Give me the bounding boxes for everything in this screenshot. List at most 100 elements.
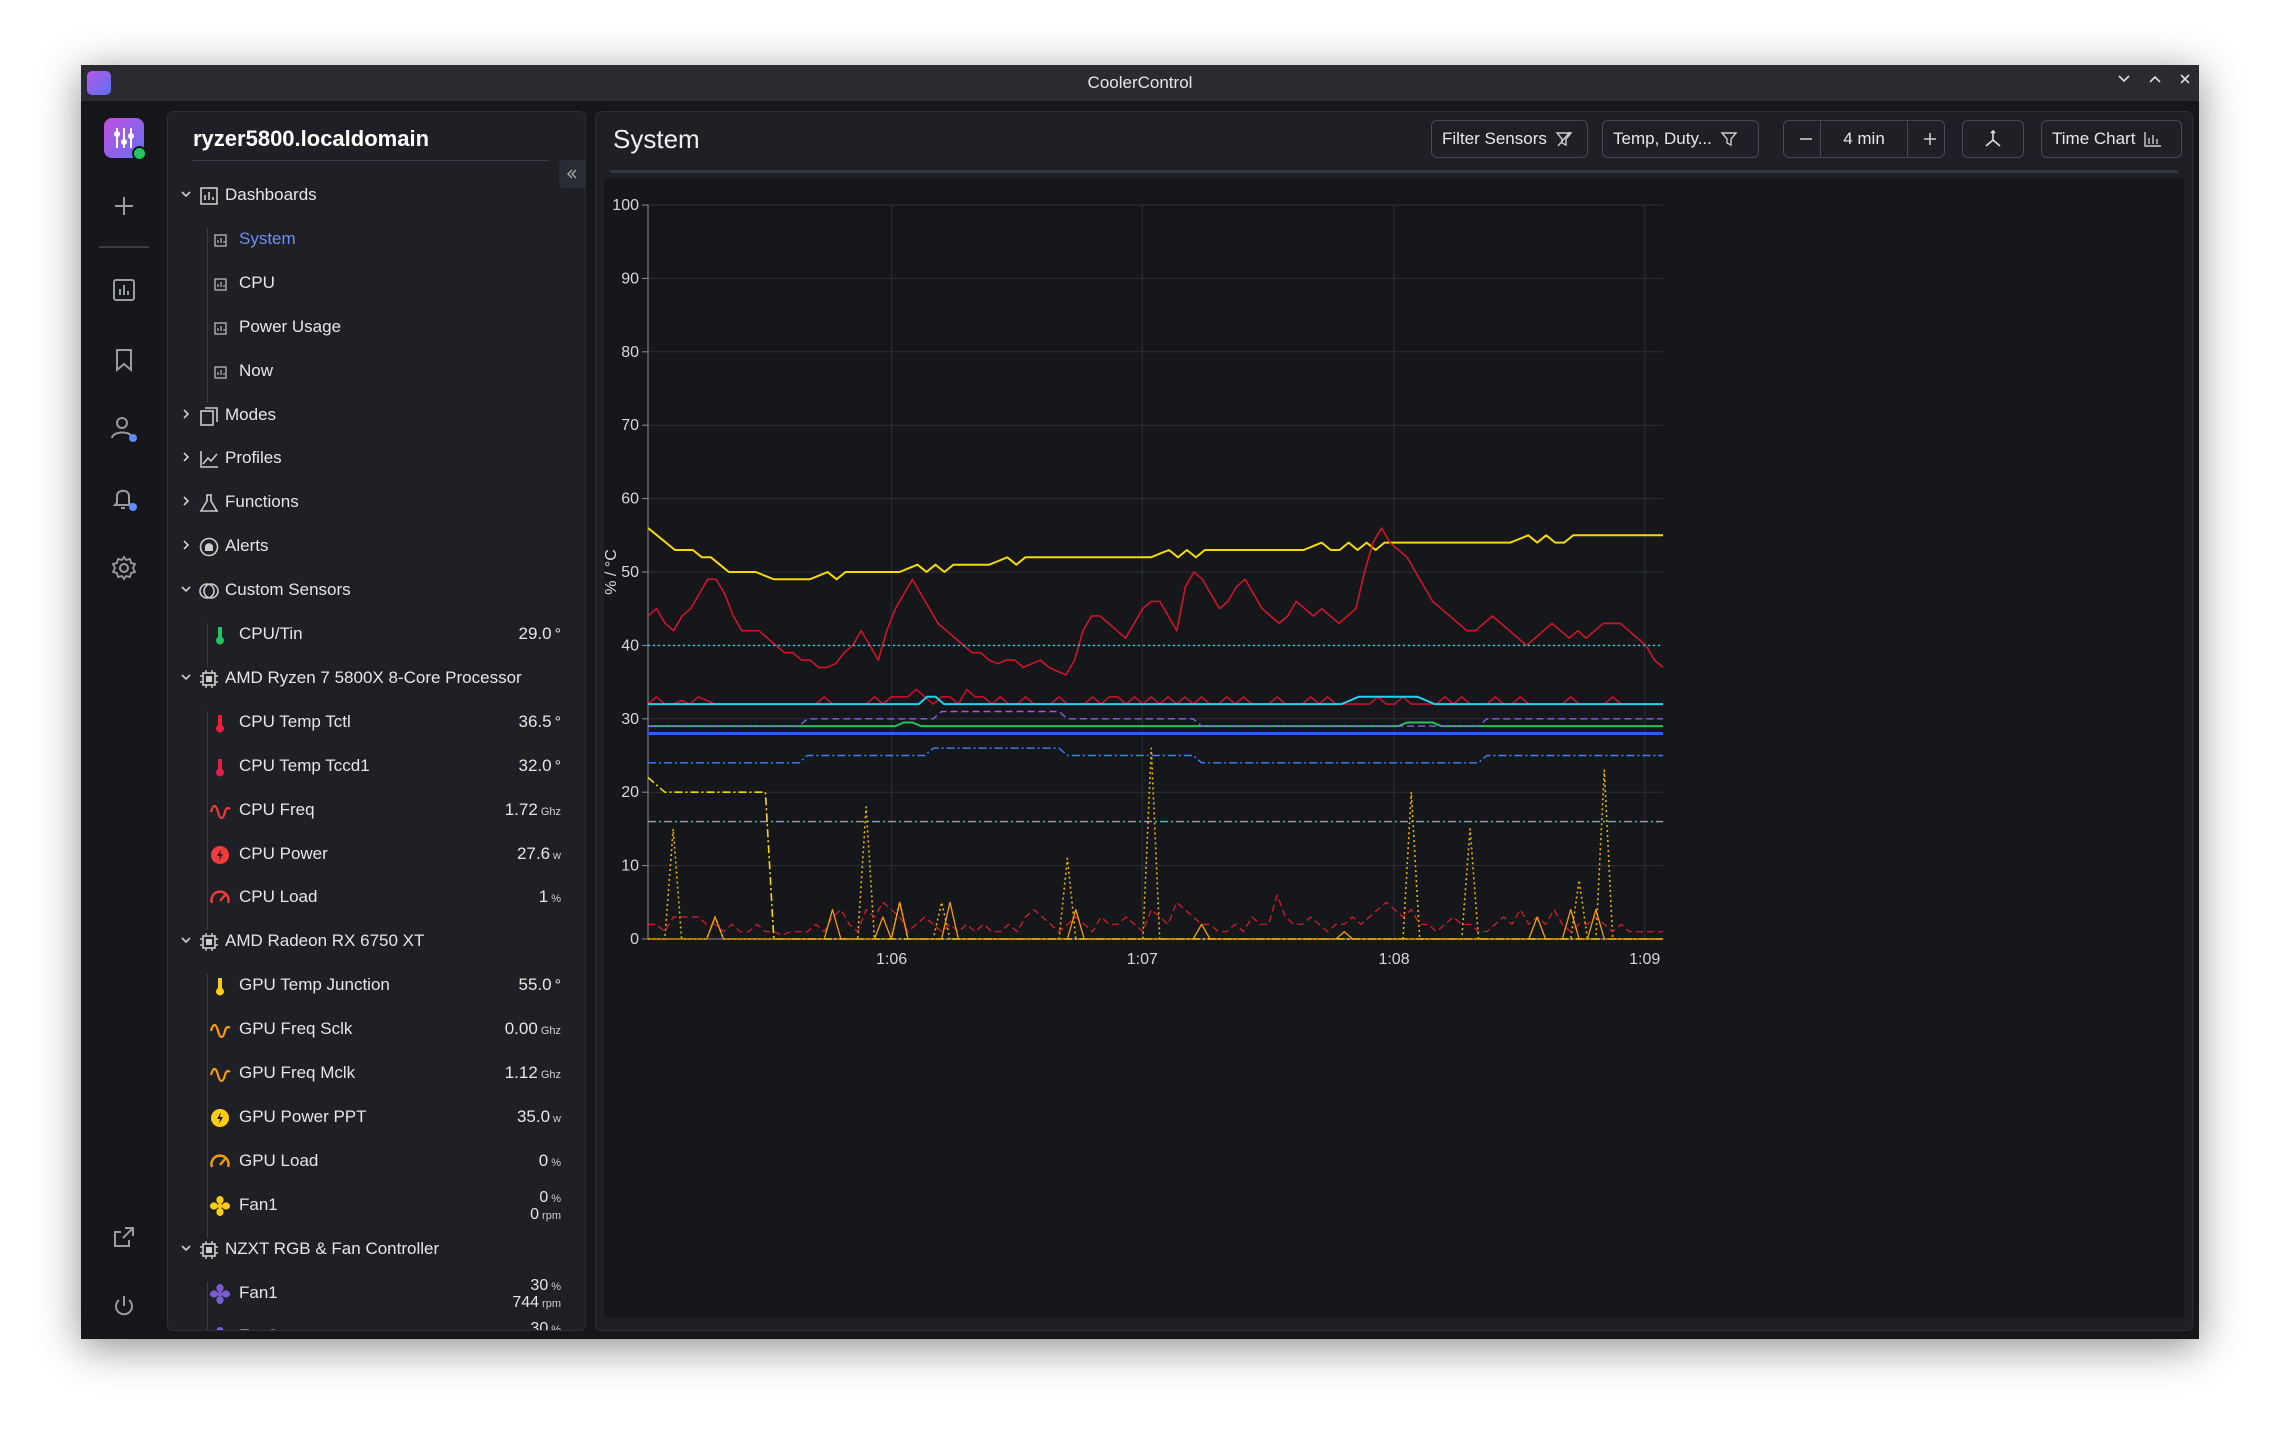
settings-gear-icon[interactable] <box>103 547 145 589</box>
tree-guide-line <box>207 710 208 931</box>
chevron-down-icon[interactable] <box>179 581 193 595</box>
sensor-label: GPU Freq Mclk <box>239 1063 356 1082</box>
series-line-1 <box>647 527 1664 676</box>
chevron-down-icon[interactable] <box>179 1240 193 1254</box>
user-settings-icon[interactable] <box>103 408 145 450</box>
dashboard-item-system[interactable]: System <box>168 224 585 254</box>
chip-icon <box>198 931 220 953</box>
chevron-down-icon[interactable] <box>179 669 193 683</box>
sensor-value: 35.0 w <box>517 1107 561 1127</box>
power-icon[interactable] <box>103 1285 145 1327</box>
time-range-value[interactable]: 4 min <box>1843 129 1885 148</box>
chart-type-button[interactable]: Time Chart <box>2041 120 2182 158</box>
channel-filter-button[interactable]: Temp, Duty... <box>1602 120 1759 158</box>
notification-icon[interactable] <box>103 477 145 519</box>
sensor-value-unit: Ghz <box>540 805 561 818</box>
increase-time-button[interactable] <box>1907 121 1944 157</box>
bookmark-icon[interactable] <box>103 339 145 381</box>
tree-group-functions[interactable]: Functions <box>168 487 585 517</box>
tree-group-amd-ryzen-7-5800x-8-core-processor[interactable]: AMD Ryzen 7 5800X 8-Core Processor <box>168 663 585 693</box>
sensor-row-gpu-freq-mclk[interactable]: GPU Freq Mclk 1.12 Ghz <box>168 1058 585 1088</box>
tree-group-label: Modes <box>225 404 277 424</box>
dashboard-small-icon <box>209 317 231 339</box>
functions-icon <box>198 492 220 514</box>
chevron-right-icon[interactable] <box>179 493 193 507</box>
external-link-icon[interactable] <box>103 1216 145 1258</box>
chevron-down-icon[interactable] <box>179 186 193 200</box>
y-tick-label: 50 <box>621 564 639 581</box>
chip-icon <box>198 1239 220 1261</box>
sensor-value-unit: rpm <box>542 1209 561 1222</box>
y-tick-label: 100 <box>612 197 639 214</box>
chevron-right-icon[interactable] <box>179 449 193 463</box>
tree-group-custom-sensors[interactable]: Custom Sensors <box>168 575 585 605</box>
y-tick-label: 30 <box>621 711 639 728</box>
tree-group-profiles[interactable]: Profiles <box>168 443 585 473</box>
sensor-row-fan1[interactable]: Fan1 0% 0 rpm <box>168 1189 585 1222</box>
sensor-label: CPU Freq <box>239 799 315 819</box>
tree-group-amd-radeon-rx-6750-xt[interactable]: AMD Radeon RX 6750 XT <box>168 926 585 956</box>
minimize-icon[interactable] <box>2113 71 2135 93</box>
chevron-right-icon[interactable] <box>179 537 193 551</box>
plus-icon <box>1924 133 1936 145</box>
sensor-row-gpu-load[interactable]: GPU Load 0% <box>168 1146 585 1176</box>
sensor-label: CPU Power <box>239 843 328 863</box>
close-icon[interactable] <box>2174 71 2196 93</box>
dashboard-item-now[interactable]: Now <box>168 356 585 386</box>
collapse-sidebar-button[interactable] <box>559 160 585 188</box>
sensor-value: 1% <box>539 887 561 907</box>
sensor-row-gpu-power-ppt[interactable]: GPU Power PPT 35.0 w <box>168 1102 585 1132</box>
dashboard-item-power-usage[interactable]: Power Usage <box>168 312 585 342</box>
series-line-7 <box>648 747 1663 764</box>
tree-group-modes[interactable]: Modes <box>168 400 585 430</box>
decrease-time-button[interactable] <box>1784 121 1821 157</box>
sensor-label: GPU Load <box>239 1150 319 1170</box>
dashboard-item-cpu[interactable]: CPU <box>168 268 585 298</box>
sensor-value-number: 744 <box>512 1293 540 1311</box>
sensor-value-unit: % <box>551 1324 561 1331</box>
frequency-icon <box>209 1063 231 1085</box>
dashboard-icon[interactable] <box>103 269 145 311</box>
sensor-value-number: 35.0 <box>516 1106 551 1126</box>
chevron-right-icon[interactable] <box>179 406 193 420</box>
sensor-row-cpu-freq[interactable]: CPU Freq 1.72 Ghz <box>168 795 585 825</box>
sensor-value-number: 30 <box>530 1276 549 1294</box>
axis-options-button[interactable] <box>1962 120 2024 158</box>
sensor-label: GPU Temp Junction <box>239 975 390 995</box>
app-logo-icon[interactable] <box>103 117 147 161</box>
sensor-row-gpu-freq-sclk[interactable]: GPU Freq Sclk 0.00 Ghz <box>168 1014 585 1044</box>
add-icon[interactable] <box>103 185 145 227</box>
tree-group-label: Alerts <box>225 536 269 556</box>
sidebar: ryzer5800.localdomain Dashboards System CP… <box>167 111 586 1331</box>
y-tick-label: 80 <box>621 344 639 361</box>
sensor-value-number: 36.5 <box>518 711 552 731</box>
system-time-chart[interactable]: 0 10 20 30 40 50 60 70 80 90 100 1:06 1:07 1:08 1:09 % … <box>596 178 2192 1328</box>
maximize-icon[interactable] <box>2144 71 2166 93</box>
x-tick-label: 1:06 <box>876 951 907 968</box>
sensor-row-fan2[interactable]: Fan2 30%743rpm <box>168 1321 585 1331</box>
filter-sensors-button[interactable]: Filter Sensors <box>1431 120 1588 158</box>
dashboard-item-label: Power Usage <box>239 316 342 336</box>
bar-chart-icon <box>2144 132 2162 147</box>
frequency-icon <box>209 800 231 822</box>
chart-svg: 0 10 20 30 40 50 60 70 80 90 100 1:06 1:07 1:08 1:09 % … <box>603 178 2184 1318</box>
sensor-row-cpu-temp-tctl[interactable]: CPU Temp Tctl 36.5 ° <box>168 707 585 737</box>
tree-group-label: Custom Sensors <box>225 580 351 600</box>
sensor-row-cpu-tin[interactable]: CPU/Tin 29.0 ° <box>168 619 585 649</box>
sensor-value: 0.00 Ghz <box>505 1019 561 1039</box>
sensor-row-gpu-temp-junction[interactable]: GPU Temp Junction 55.0 ° <box>168 970 585 1000</box>
sensor-row-cpu-load[interactable]: CPU Load 1% <box>168 882 585 912</box>
sensor-row-cpu-temp-tccd1[interactable]: CPU Temp Tccd1 32.0 ° <box>168 751 585 781</box>
sensor-value-unit: w <box>553 1112 561 1125</box>
tree-group-dashboards[interactable]: Dashboards <box>168 180 585 210</box>
sensor-row-fan1[interactable]: Fan1 30% 744 rpm <box>168 1276 585 1311</box>
tree-group-nzxt-rgb-fan-controller[interactable]: NZXT RGB & Fan Controller <box>168 1234 585 1264</box>
time-range-control: 4 min <box>1783 120 1945 158</box>
chevron-down-icon[interactable] <box>179 932 193 946</box>
tree-guide-line <box>207 227 208 404</box>
series-line-3 <box>648 695 1663 706</box>
power-icon <box>209 1107 231 1129</box>
sensor-row-cpu-power[interactable]: CPU Power 27.6 w <box>168 839 585 869</box>
series-line-11 <box>648 747 1663 940</box>
tree-group-alerts[interactable]: Alerts <box>168 531 585 561</box>
